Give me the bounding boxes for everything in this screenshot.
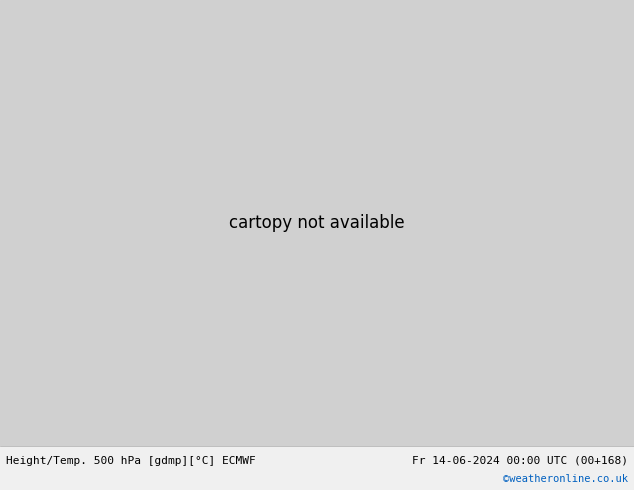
Text: ©weatheronline.co.uk: ©weatheronline.co.uk [503,474,628,484]
Text: cartopy not available: cartopy not available [229,214,405,232]
Text: Height/Temp. 500 hPa [gdmp][°C] ECMWF: Height/Temp. 500 hPa [gdmp][°C] ECMWF [6,456,256,466]
Text: Fr 14-06-2024 00:00 UTC (00+168): Fr 14-06-2024 00:00 UTC (00+168) [412,456,628,466]
